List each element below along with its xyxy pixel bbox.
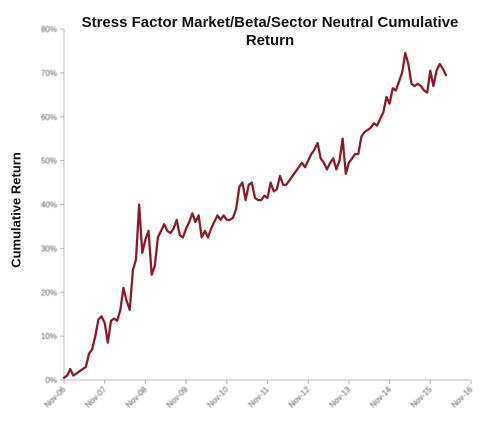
y-tick-label: 0% (45, 376, 57, 385)
y-tick-label: 10% (41, 332, 57, 341)
x-tick-label: Nov-13 (328, 385, 353, 410)
x-tick-label: Nov-11 (247, 385, 272, 410)
x-tick-label: Nov-14 (368, 385, 393, 410)
x-tick-label: Nov-16 (450, 385, 475, 410)
x-tick-label: Nov-10 (206, 385, 231, 410)
y-tick-label: 40% (41, 201, 57, 210)
x-axis-ticks: Nov-06 Nov-07 Nov-08 Nov-09 Nov-10 Nov-11 Nov-… (43, 380, 475, 410)
chart-title-line-2: Return (245, 32, 295, 49)
chart-title-line-1: Stress Factor Market/Beta/Sector Neutral… (81, 14, 459, 31)
x-tick-label: Nov-08 (124, 385, 149, 410)
x-tick-label: Nov-09 (165, 385, 190, 410)
y-tick-label: 20% (41, 288, 57, 297)
series-line-cumulative-return (62, 51, 448, 379)
y-tick-label: 50% (41, 157, 57, 166)
y-tick-label: 30% (41, 244, 57, 253)
x-tick-label: Nov-06 (43, 385, 68, 410)
y-tick-label: 80% (41, 25, 57, 34)
y-axis-ticks: 0% 10% 20% 30% 40% 50% 60% 70% 80% (41, 25, 64, 385)
y-tick-label: 70% (41, 69, 57, 78)
x-tick-label: Nov-07 (84, 385, 109, 410)
chart-title: Stress Factor Market/Beta/Sector Neutral… (60, 14, 480, 50)
x-tick-label: Nov-12 (287, 385, 312, 410)
y-tick-label: 60% (41, 113, 57, 122)
x-tick-label: Nov-15 (409, 385, 434, 410)
